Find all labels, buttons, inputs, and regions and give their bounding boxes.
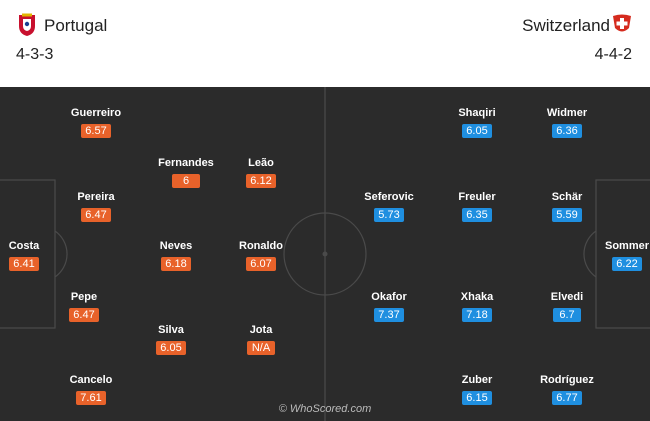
player-card-away[interactable]: Elvedi 6.7: [527, 291, 607, 323]
player-card-away[interactable]: Schär 5.59: [527, 191, 607, 223]
home-team-name: Portugal: [44, 16, 108, 35]
player-rating: 6.36: [552, 124, 582, 138]
player-card-away[interactable]: Seferovic 5.73: [349, 191, 429, 223]
player-rating: 6.7: [553, 308, 581, 322]
player-card-away[interactable]: Sommer 6.22: [587, 240, 650, 272]
player-card-away[interactable]: Xhaka 7.18: [437, 291, 517, 323]
player-rating: 6.12: [246, 174, 276, 188]
player-card-home[interactable]: Guerreiro 6.57: [56, 107, 136, 139]
player-rating: 6.18: [161, 257, 191, 271]
player-name: Jota: [249, 324, 273, 336]
player-name: Xhaka: [460, 291, 494, 303]
player-name: Neves: [159, 240, 193, 252]
player-rating: 6.07: [246, 257, 276, 271]
player-name: Widmer: [546, 107, 588, 119]
home-formation: 4-3-3: [16, 46, 54, 63]
player-rating: 5.73: [374, 208, 404, 222]
player-card-home[interactable]: Cancelo 7.61: [51, 374, 131, 406]
player-rating: 6.22: [612, 257, 642, 271]
player-name: Silva: [158, 324, 184, 336]
player-card-away[interactable]: Zuber 6.15: [437, 374, 517, 406]
player-card-home[interactable]: Silva 6.05: [131, 324, 211, 356]
player-rating: 6.41: [9, 257, 39, 271]
player-card-home[interactable]: Ronaldo 6.07: [221, 240, 301, 272]
player-name: Freuler: [458, 191, 496, 203]
player-name: Okafor: [371, 291, 407, 303]
away-team-name: Switzerland: [522, 16, 610, 35]
player-rating: 6.05: [156, 341, 186, 355]
player-name: Pepe: [70, 291, 98, 303]
player-name: Shaqiri: [458, 107, 496, 119]
player-rating: 6.47: [81, 208, 111, 222]
player-card-home[interactable]: Costa 6.41: [0, 240, 64, 272]
player-rating: 5.59: [552, 208, 582, 222]
match-header: Portugal 4-3-3 Switzerland 4-4-2: [0, 0, 650, 87]
player-name: Zuber: [461, 374, 493, 386]
player-card-away[interactable]: Okafor 7.37: [349, 291, 429, 323]
player-name: Leão: [248, 157, 274, 169]
player-card-away[interactable]: Widmer 6.36: [527, 107, 607, 139]
player-rating: 7.18: [462, 308, 492, 322]
player-rating: 7.37: [374, 308, 404, 322]
player-card-home[interactable]: Jota N/A: [221, 324, 301, 356]
player-name: Cancelo: [69, 374, 113, 386]
player-rating: 6.57: [81, 124, 111, 138]
player-card-away[interactable]: Rodríguez 6.77: [527, 374, 607, 406]
away-formation: 4-4-2: [594, 46, 632, 63]
player-rating: 7.61: [76, 391, 106, 405]
player-rating: 6.05: [462, 124, 492, 138]
player-card-home[interactable]: Pereira 6.47: [56, 191, 136, 223]
player-card-away[interactable]: Freuler 6.35: [437, 191, 517, 223]
player-name: Costa: [8, 240, 40, 252]
player-rating: 6.35: [462, 208, 492, 222]
player-rating: N/A: [247, 341, 275, 355]
player-card-home[interactable]: Pepe 6.47: [44, 291, 124, 323]
pitch-lines: [0, 87, 650, 421]
player-name: Seferovic: [364, 191, 414, 203]
player-name: Rodríguez: [540, 374, 594, 386]
pitch: Guerreiro 6.57 Fernandes 6 Leão 6.12 Per…: [0, 87, 650, 421]
player-rating: 6.77: [552, 391, 582, 405]
player-name: Pereira: [77, 191, 115, 203]
portugal-crest-icon: [19, 13, 35, 36]
player-name: Schär: [551, 191, 583, 203]
player-rating: 6.15: [462, 391, 492, 405]
player-card-away[interactable]: Shaqiri 6.05: [437, 107, 517, 139]
player-name: Guerreiro: [70, 107, 122, 119]
player-name: Fernandes: [158, 157, 214, 169]
player-rating: 6: [172, 174, 200, 188]
watermark: © WhoScored.com: [278, 403, 372, 415]
player-rating: 6.47: [69, 308, 99, 322]
player-name: Sommer: [604, 240, 650, 252]
switzerland-crest-icon: [613, 14, 631, 32]
player-card-home[interactable]: Neves 6.18: [136, 240, 216, 272]
player-name: Elvedi: [550, 291, 584, 303]
player-card-home[interactable]: Fernandes 6: [146, 157, 226, 189]
player-name: Ronaldo: [239, 240, 283, 252]
player-card-home[interactable]: Leão 6.12: [221, 157, 301, 189]
